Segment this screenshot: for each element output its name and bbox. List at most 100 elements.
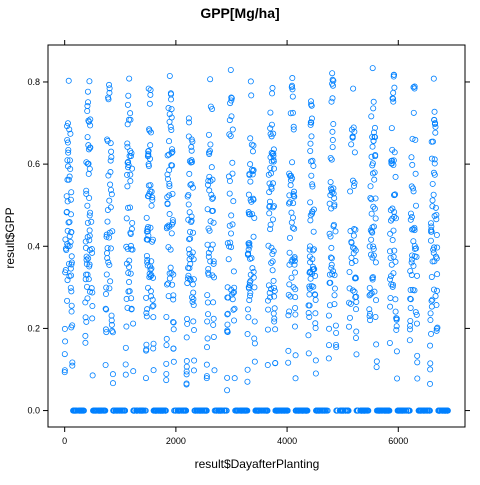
data-point — [331, 301, 338, 308]
data-point — [249, 265, 256, 272]
data-point — [308, 101, 315, 108]
data-point — [272, 326, 279, 333]
data-point — [86, 288, 93, 295]
data-point — [68, 189, 75, 196]
data-point — [372, 134, 379, 141]
data-point — [249, 148, 256, 155]
data-point — [65, 149, 72, 156]
data-point — [434, 244, 441, 251]
data-point — [247, 271, 254, 278]
data-point — [287, 293, 294, 300]
data-point — [224, 374, 231, 381]
data-point — [210, 219, 217, 226]
data-point — [369, 65, 376, 72]
data-point — [311, 266, 318, 273]
data-point — [84, 88, 91, 95]
data-point — [190, 296, 197, 303]
data-point — [432, 204, 439, 211]
data-point — [150, 340, 157, 347]
data-point — [219, 407, 226, 414]
data-point — [270, 180, 277, 187]
data-point — [407, 210, 414, 217]
data-point — [328, 264, 335, 271]
data-point — [68, 302, 75, 309]
data-point — [62, 269, 69, 276]
data-point — [85, 170, 92, 177]
data-point — [368, 236, 375, 243]
data-point — [84, 202, 91, 209]
data-point — [67, 196, 74, 203]
data-point — [124, 101, 131, 108]
data-point — [64, 120, 71, 127]
data-point — [346, 323, 353, 330]
data-point — [125, 92, 132, 99]
data-point — [64, 277, 71, 284]
y-tick-label: 0.0 — [27, 406, 40, 416]
data-point — [429, 258, 436, 265]
data-point — [267, 221, 274, 228]
data-point — [410, 262, 417, 269]
data-point — [87, 209, 94, 216]
data-point — [102, 291, 109, 298]
data-point — [82, 339, 89, 346]
data-point — [229, 126, 236, 133]
data-point — [107, 245, 114, 252]
data-point — [306, 291, 313, 298]
data-point — [103, 306, 110, 313]
data-point — [389, 215, 396, 222]
data-point — [82, 332, 89, 339]
data-point — [84, 219, 91, 226]
data-point — [84, 103, 91, 110]
data-point — [86, 165, 93, 172]
data-point — [122, 407, 129, 414]
data-point — [367, 317, 374, 324]
data-point — [331, 272, 338, 279]
data-point — [331, 285, 338, 292]
data-point — [390, 98, 397, 105]
data-point — [168, 230, 175, 237]
data-point — [352, 226, 359, 233]
data-point — [353, 328, 360, 335]
data-point — [143, 341, 150, 348]
data-point — [149, 236, 156, 243]
data-point — [64, 157, 71, 164]
data-point — [108, 312, 115, 319]
data-point — [350, 85, 357, 92]
data-point — [105, 259, 112, 266]
data-point — [292, 294, 299, 301]
data-point — [188, 144, 195, 151]
data-point — [427, 237, 434, 244]
data-point — [185, 201, 192, 208]
data-point — [370, 105, 377, 112]
data-point — [105, 96, 112, 103]
data-point — [143, 214, 150, 221]
data-point — [80, 407, 87, 414]
data-point — [370, 137, 377, 144]
data-point — [327, 279, 334, 286]
data-point — [306, 283, 313, 290]
data-point — [150, 367, 157, 374]
data-point — [209, 272, 216, 279]
data-point — [125, 158, 132, 165]
data-point — [373, 341, 380, 348]
data-point — [270, 158, 277, 165]
data-point — [251, 318, 258, 325]
data-point — [86, 261, 93, 268]
data-point — [205, 266, 212, 273]
data-point — [106, 85, 113, 92]
data-point — [148, 188, 155, 195]
data-point — [225, 256, 232, 263]
data-point — [186, 275, 193, 282]
data-point — [306, 246, 313, 253]
data-point — [108, 321, 115, 328]
data-point — [190, 318, 197, 325]
data-point — [433, 327, 440, 334]
data-point — [67, 238, 74, 245]
data-point — [414, 272, 421, 279]
data-point — [328, 255, 335, 262]
data-point — [124, 245, 131, 252]
data-point — [123, 215, 130, 222]
data-point — [307, 212, 314, 219]
data-point — [407, 268, 414, 275]
data-point — [166, 183, 173, 190]
